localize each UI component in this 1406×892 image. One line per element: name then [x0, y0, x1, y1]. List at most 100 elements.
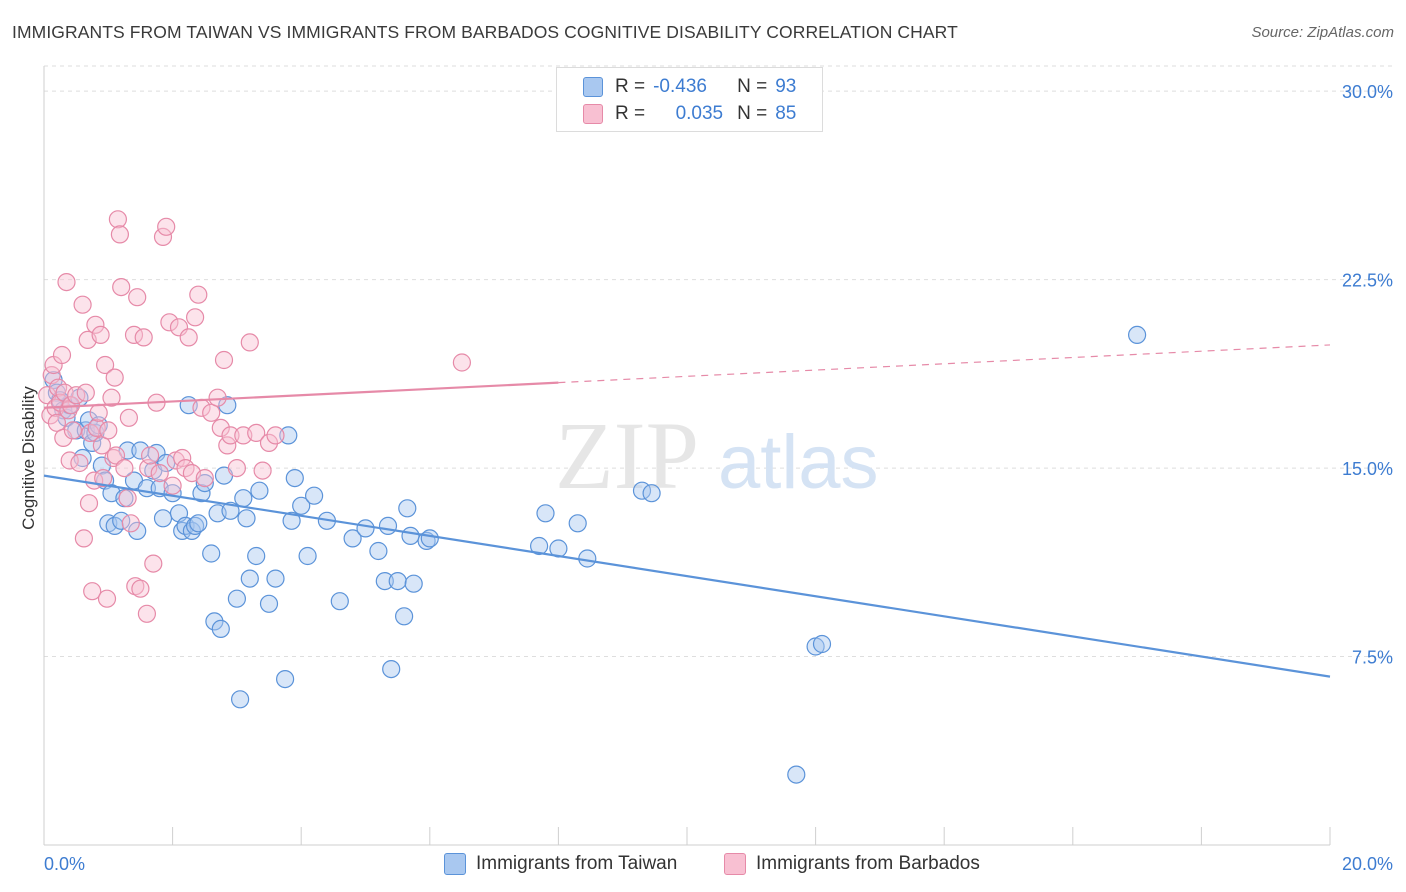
- point-barbados: [266, 426, 285, 445]
- legend-swatch-taiwan: [583, 77, 603, 97]
- point-taiwan: [231, 690, 250, 709]
- bottom-legend-label-barbados: Immigrants from Barbados: [756, 853, 980, 874]
- point-taiwan: [189, 514, 208, 533]
- point-taiwan: [192, 484, 211, 503]
- point-barbados: [89, 403, 108, 422]
- point-barbados: [144, 554, 163, 573]
- data-points: [38, 210, 1147, 784]
- point-barbados: [137, 604, 156, 623]
- point-taiwan: [240, 569, 259, 588]
- point-taiwan: [259, 594, 279, 613]
- point-barbados: [95, 355, 115, 375]
- point-taiwan: [276, 669, 295, 689]
- trend-line-barbados: [43, 381, 559, 409]
- point-taiwan: [211, 619, 230, 639]
- trend-line-barbados-extension: [558, 344, 1331, 384]
- point-barbados: [87, 418, 106, 437]
- point-taiwan: [382, 659, 401, 679]
- point-taiwan: [250, 481, 269, 500]
- trend-line-taiwan: [43, 474, 1331, 678]
- point-taiwan: [218, 396, 237, 415]
- point-barbados: [214, 350, 234, 370]
- axes: [43, 66, 1331, 846]
- x-tick-label-min: 0.0%: [44, 854, 85, 874]
- source-credit: Source: ZipAtlas.com: [1251, 24, 1394, 41]
- y-tick-label: 7.5%: [1352, 648, 1393, 668]
- point-barbados: [163, 476, 182, 495]
- point-taiwan: [330, 592, 349, 611]
- point-barbados: [157, 217, 176, 236]
- bottom-legend-barbados: Immigrants from Barbados: [724, 850, 980, 878]
- legend-row-barbados: R = 0.035 N = 85: [583, 102, 796, 126]
- point-taiwan: [812, 634, 832, 654]
- legend-n-label: N =: [737, 103, 768, 124]
- point-taiwan: [404, 574, 423, 593]
- trend-lines: [43, 344, 1331, 678]
- point-barbados: [179, 328, 198, 347]
- legend-r-value-barbados: 0.035: [675, 103, 724, 124]
- point-barbados: [94, 469, 113, 488]
- point-barbados: [99, 421, 118, 440]
- legend-r-value-taiwan: -0.436: [653, 76, 707, 97]
- y-tick-label: 30.0%: [1342, 82, 1393, 102]
- point-barbados: [195, 469, 214, 488]
- point-taiwan: [398, 499, 417, 518]
- point-barbados: [160, 313, 179, 332]
- correlation-legend: R = -0.436 N = 93 R = 0.035 N = 85: [556, 67, 823, 132]
- watermark-zip: ZIP: [555, 402, 699, 509]
- point-barbados: [247, 423, 266, 442]
- point-taiwan: [388, 571, 407, 591]
- point-taiwan: [186, 516, 205, 536]
- point-taiwan: [182, 521, 201, 541]
- point-barbados: [128, 288, 147, 307]
- point-barbados: [73, 295, 92, 314]
- point-taiwan: [221, 501, 240, 520]
- point-barbados: [102, 388, 121, 407]
- point-barbados: [110, 225, 130, 244]
- point-barbados: [126, 577, 145, 596]
- point-barbados: [70, 453, 89, 473]
- point-taiwan: [153, 509, 173, 528]
- point-barbados: [74, 529, 94, 548]
- point-barbados: [240, 333, 259, 352]
- point-barbados: [76, 383, 95, 402]
- point-taiwan: [247, 546, 266, 566]
- grid-lines: [44, 65, 1395, 658]
- point-barbados: [119, 408, 138, 427]
- point-taiwan: [279, 426, 298, 445]
- point-taiwan: [298, 546, 317, 566]
- watermark-atlas: atlas: [718, 420, 879, 505]
- point-barbados: [202, 403, 221, 422]
- point-taiwan: [378, 516, 398, 536]
- point-barbados: [57, 273, 76, 292]
- point-taiwan: [118, 441, 137, 460]
- point-barbados: [173, 448, 192, 468]
- point-barbados: [259, 433, 279, 452]
- chart-title: IMMIGRANTS FROM TAIWAN VS IMMIGRANTS FRO…: [12, 22, 958, 42]
- legend-r-label: R =: [615, 103, 646, 124]
- point-barbados: [221, 426, 240, 445]
- point-taiwan: [237, 509, 256, 528]
- point-taiwan: [266, 569, 285, 588]
- point-barbados: [115, 459, 134, 478]
- point-barbados: [92, 436, 112, 455]
- bottom-legend-swatch-barbados: [724, 853, 746, 875]
- point-barbados: [118, 489, 137, 508]
- point-barbados: [79, 494, 99, 513]
- bottom-legend-label-taiwan: Immigrants from Taiwan: [476, 853, 678, 874]
- point-taiwan: [234, 489, 253, 508]
- point-barbados: [83, 582, 102, 601]
- point-taiwan: [642, 484, 661, 503]
- point-taiwan: [128, 521, 147, 541]
- point-barbados: [153, 227, 173, 246]
- point-barbados: [86, 315, 105, 334]
- point-taiwan: [536, 504, 555, 523]
- point-barbados: [47, 413, 67, 432]
- point-taiwan: [395, 607, 414, 626]
- point-taiwan: [369, 541, 388, 561]
- point-taiwan: [195, 474, 214, 493]
- bottom-legend-taiwan: Immigrants from Taiwan: [444, 850, 677, 878]
- point-barbados: [112, 278, 131, 297]
- point-barbados: [208, 388, 227, 407]
